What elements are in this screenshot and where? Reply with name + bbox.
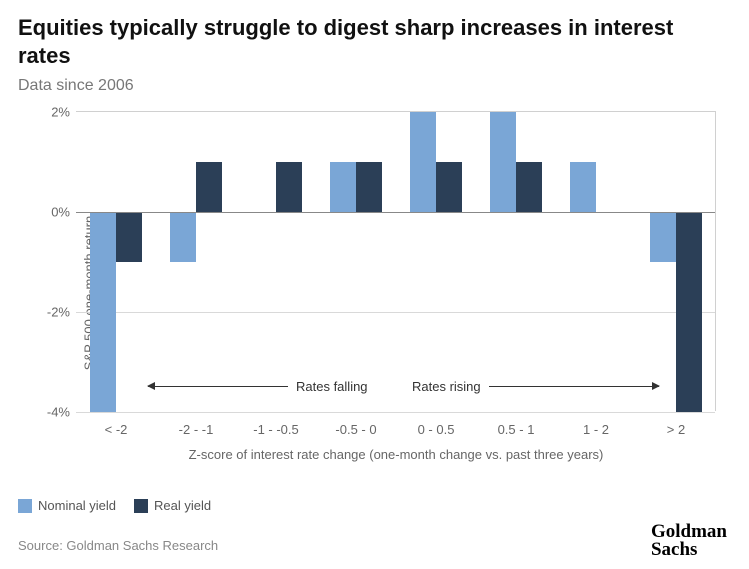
bar: [490, 112, 516, 212]
bar: [170, 212, 196, 262]
x-tick: -2 - -1: [179, 422, 214, 437]
legend-label-real: Real yield: [154, 498, 211, 513]
annotation-falling: Rates falling: [288, 379, 368, 394]
legend-item-nominal: Nominal yield: [18, 498, 116, 513]
bar: [356, 162, 382, 212]
bar: [196, 162, 222, 212]
legend: Nominal yield Real yield: [18, 498, 211, 513]
legend-label-nominal: Nominal yield: [38, 498, 116, 513]
bar: [516, 162, 542, 212]
x-tick: 0.5 - 1: [498, 422, 535, 437]
legend-swatch-real: [134, 499, 148, 513]
y-tick: 0%: [51, 205, 76, 220]
brand-logo: Goldman Sachs: [651, 523, 727, 559]
bar: [410, 112, 436, 212]
x-axis-label: Z-score of interest rate change (one-mon…: [76, 447, 716, 462]
chart-title: Equities typically struggle to digest sh…: [18, 14, 731, 69]
y-tick: -4%: [47, 405, 76, 420]
bar: [90, 212, 116, 412]
y-tick: 2%: [51, 105, 76, 120]
bar: [650, 212, 676, 262]
bar: [676, 212, 702, 412]
x-tick: 0 - 0.5: [418, 422, 455, 437]
plot-area: 2%0%-2%-4%< -2-2 - -1-1 - -0.5-0.5 - 00 …: [76, 111, 716, 411]
x-tick: -1 - -0.5: [253, 422, 299, 437]
annotation-rising-group: Rates rising: [412, 379, 659, 394]
bar: [570, 162, 596, 212]
x-tick: < -2: [105, 422, 128, 437]
bar: [116, 212, 142, 262]
annotation-falling-group: Rates falling: [148, 379, 368, 394]
y-tick: -2%: [47, 305, 76, 320]
legend-item-real: Real yield: [134, 498, 211, 513]
brand-line2: Sachs: [651, 541, 727, 559]
source-text: Source: Goldman Sachs Research: [18, 538, 218, 553]
legend-swatch-nominal: [18, 499, 32, 513]
x-tick: -0.5 - 0: [335, 422, 376, 437]
bar: [276, 162, 302, 212]
bar: [436, 162, 462, 212]
chart-subtitle: Data since 2006: [18, 77, 731, 95]
x-tick: > 2: [667, 422, 685, 437]
bar: [330, 162, 356, 212]
x-tick: 1 - 2: [583, 422, 609, 437]
annotation-rising: Rates rising: [412, 379, 489, 394]
chart-area: S&P 500 one-month return 2%0%-2%-4%< -2-…: [18, 103, 731, 483]
